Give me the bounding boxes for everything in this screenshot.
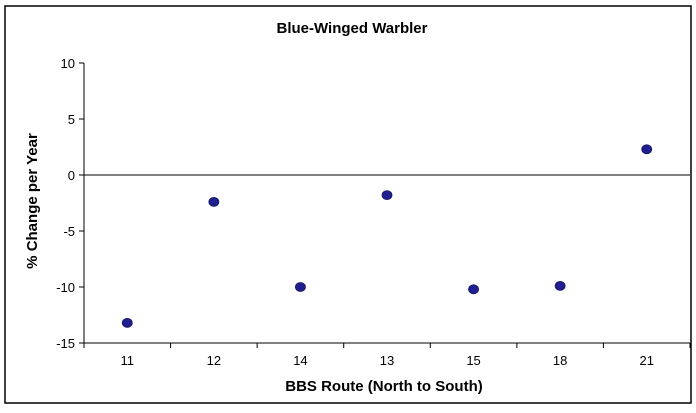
y-tick-label: 5 <box>68 112 75 127</box>
x-tick-label: 21 <box>639 353 653 368</box>
chart-border <box>4 5 692 404</box>
data-point <box>641 144 653 155</box>
data-point <box>121 317 133 328</box>
data-point <box>295 282 306 292</box>
y-tick-label: 0 <box>68 168 75 183</box>
chart-title: Blue-Winged Warbler <box>277 20 428 37</box>
x-axis-title: BBS Route (North to South) <box>285 378 482 395</box>
y-tick-label: 10 <box>61 56 75 71</box>
x-tick-label: 13 <box>380 353 394 368</box>
y-axis-title: % Change per Year <box>24 133 41 269</box>
x-tick-label: 18 <box>553 353 567 368</box>
data-point <box>468 284 479 295</box>
x-tick-label: 15 <box>466 353 480 368</box>
y-tick-label: -10 <box>56 280 75 295</box>
x-tick-label: 12 <box>207 353 221 368</box>
y-tick-label: -5 <box>63 224 75 239</box>
data-point <box>208 196 220 207</box>
x-tick-label: 14 <box>293 353 307 368</box>
y-tick-label: -15 <box>56 336 75 351</box>
x-tick-label: 11 <box>121 353 135 368</box>
data-point <box>381 190 393 201</box>
plot-area: 10 5 0 -5 -10 -15 11 12 14 13 15 18 21 <box>56 56 691 368</box>
data-point <box>554 280 566 291</box>
